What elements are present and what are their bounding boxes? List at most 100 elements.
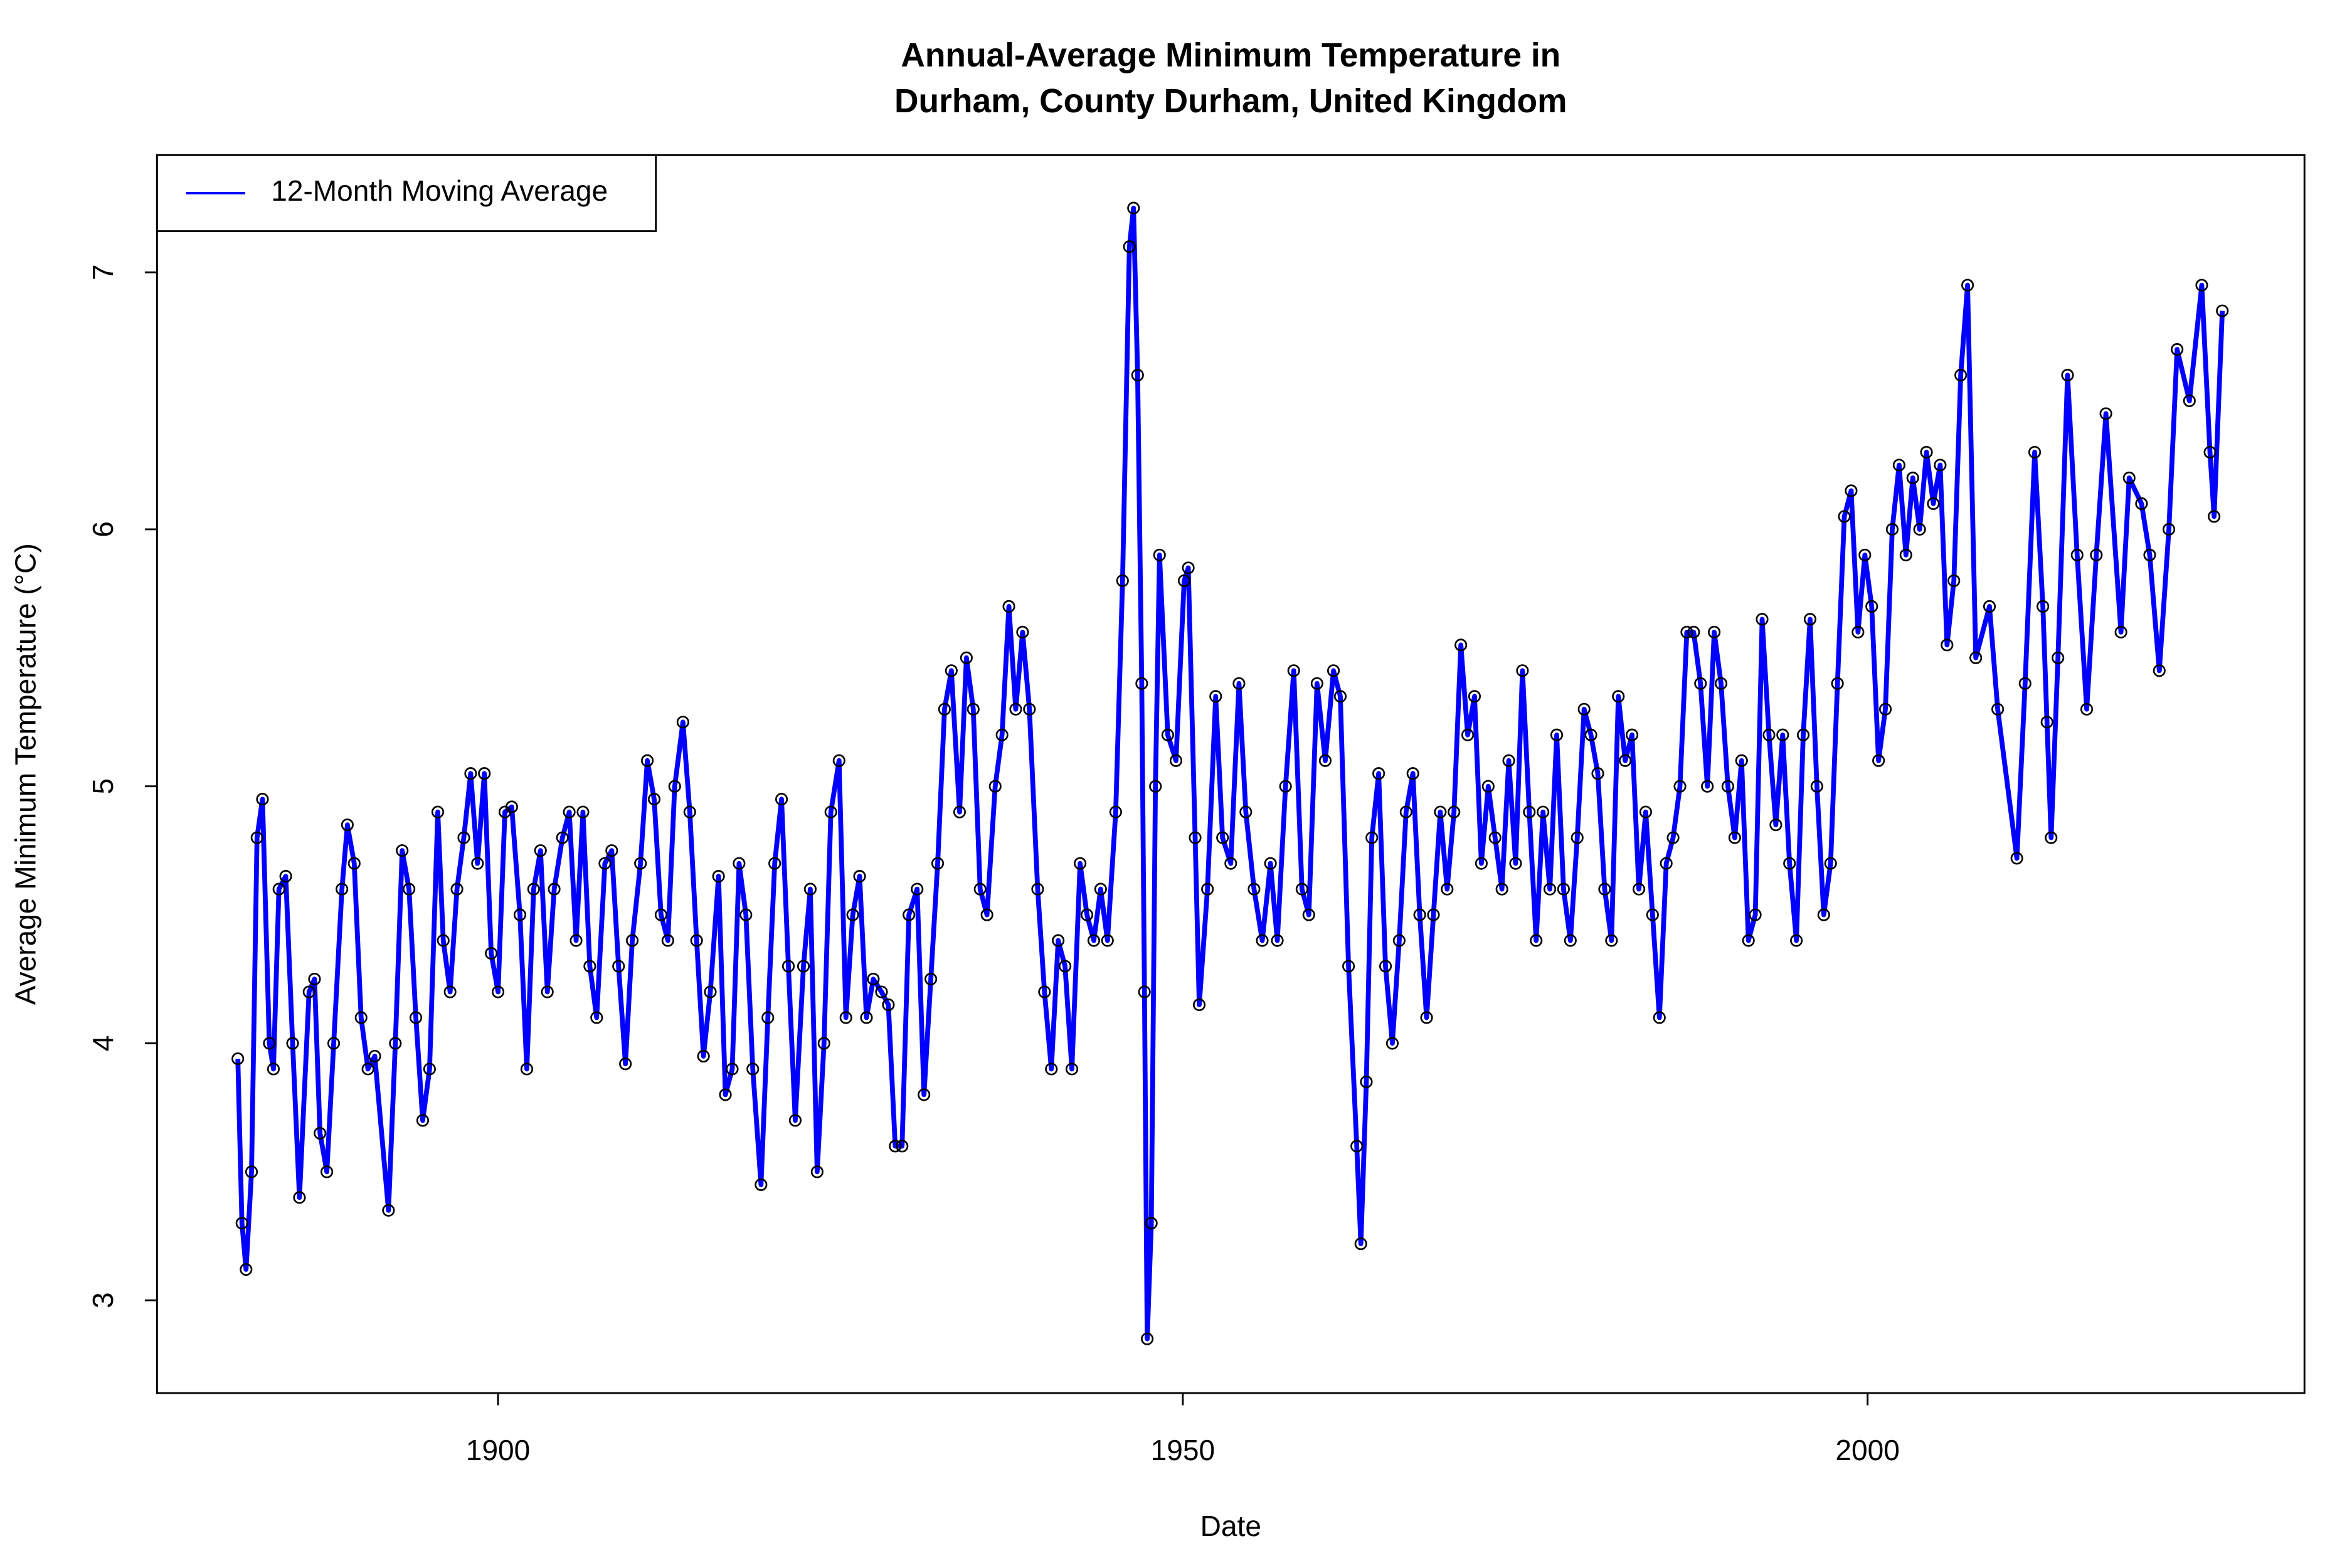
data-point [1530,934,1543,947]
data-point [1094,882,1107,896]
data-point [1571,831,1584,844]
data-point [1153,548,1166,561]
data-point [1138,985,1151,999]
data-point [1468,690,1481,703]
data-point [1135,677,1148,690]
data-point [853,870,866,883]
data-point [1287,664,1300,677]
data-point [1052,934,1065,947]
data-point [1434,805,1447,818]
data-point [1302,908,1315,921]
data-point [1927,497,1940,511]
data-point [1598,882,1611,896]
data-point [953,805,967,818]
data-point [382,1204,395,1217]
data-point [1591,767,1604,780]
data-point [726,1062,739,1076]
data-point [810,1165,824,1179]
data-point [1360,1075,1373,1088]
y-axis-label: Average Minimum Temperature (°C) [9,543,41,1005]
data-point [1626,728,1639,741]
data-point [336,882,349,896]
data-point [1749,908,1762,921]
data-point [1516,664,1529,677]
data-point [2028,445,2042,459]
series-line [235,205,2225,1342]
data-point [293,1191,306,1204]
data-point [654,908,667,921]
data-point [598,857,612,870]
data-point [513,908,527,921]
data-point [1365,831,1379,844]
data-point [1639,805,1652,818]
data-point [988,780,1002,793]
data-point [1660,857,1673,870]
data-point [256,793,269,806]
data-point [1448,805,1461,818]
data-point [1216,831,1229,844]
data-point [478,767,491,780]
data-point [1646,908,1659,921]
data-point [485,946,498,960]
data-point [563,805,576,818]
data-point [1169,754,1183,767]
data-point [1708,625,1721,638]
data-point [1392,934,1406,947]
data-point [1509,857,1522,870]
data-point [2045,831,2058,844]
data-point [2099,407,2112,420]
data-point [626,934,639,947]
data-point [2183,394,2196,408]
data-point [1537,805,1550,818]
data-point [1256,934,1269,947]
data-point [314,1126,327,1140]
data-point [924,972,938,986]
data-point [875,985,888,999]
data-point [437,934,450,947]
data-point [2114,625,2127,638]
data-point [1239,805,1253,818]
data-point [272,882,285,896]
data-point [1420,1011,1433,1024]
data-point [403,882,416,896]
data-point [2216,304,2229,317]
data-point [505,800,518,813]
data-point [1209,690,1222,703]
data-point [231,1052,245,1066]
data-point [967,702,980,716]
data-point [250,831,263,844]
data-point [263,1037,276,1050]
data-point [1224,857,1237,870]
legend-label: 12-Month Moving Average [271,174,608,207]
data-point [1109,805,1122,818]
x-tick-label: 1900 [466,1434,530,1466]
data-point [1769,818,1783,832]
data-point [1796,728,1810,741]
data-point [1310,677,1323,690]
data-point [1193,998,1206,1012]
plot-frame [156,154,2306,1394]
data-point [1116,574,1129,587]
data-point [1488,831,1502,844]
data-point [683,805,696,818]
data-point [1372,767,1385,780]
data-point [1045,1062,1058,1076]
data-point [768,857,781,870]
data-point [409,1011,423,1024]
data-point [746,1062,760,1076]
data-point [548,882,561,896]
data-point [1201,882,1214,896]
data-point [279,870,292,883]
data-point [1131,369,1144,382]
data-point [423,1062,436,1076]
data-point [1379,960,1392,973]
data-point [2203,445,2217,459]
data-point [1983,600,1996,613]
y-tick-label: 4 [87,1036,119,1052]
data-point [619,1057,632,1071]
data-point [1742,934,1755,947]
data-point [931,857,945,870]
data-point [1810,780,1823,793]
data-point [2061,369,2074,382]
